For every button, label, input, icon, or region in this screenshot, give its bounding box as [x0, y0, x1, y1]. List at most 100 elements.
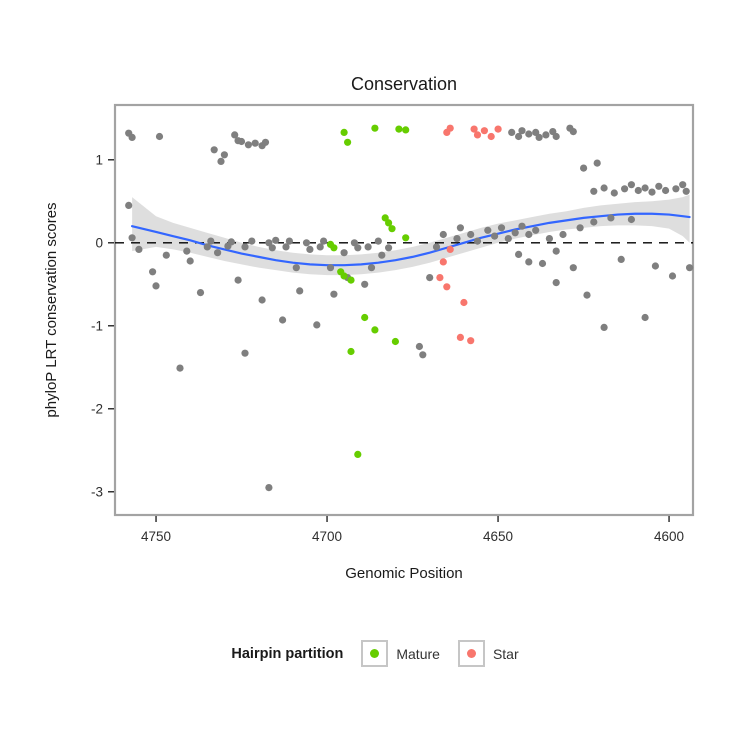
data-point-other	[361, 280, 369, 288]
data-point-other	[367, 264, 376, 272]
legend-label-star: Star	[492, 645, 519, 662]
data-point-other	[535, 133, 543, 141]
data-point-other	[186, 257, 194, 265]
data-point-other	[538, 259, 547, 268]
legend: Hairpin partition Mature Star	[0, 640, 750, 667]
data-point-mature	[344, 138, 352, 146]
data-point-mature	[371, 326, 379, 334]
x-tick-label: 4750	[141, 529, 171, 544]
x-tick-label: 4650	[483, 529, 513, 544]
data-point-other	[559, 230, 567, 239]
data-point-other	[662, 186, 670, 195]
data-point-other	[231, 131, 239, 139]
legend-key-mature	[361, 640, 389, 667]
data-point-other	[217, 157, 225, 165]
data-point-mature	[347, 347, 355, 356]
data-point-mature	[347, 276, 355, 284]
data-point-mature	[395, 125, 403, 133]
data-point-other	[655, 182, 663, 190]
data-point-other	[330, 290, 338, 298]
data-point-other	[128, 133, 136, 141]
data-point-other	[607, 214, 615, 222]
data-point-other	[364, 243, 372, 251]
legend-item-mature: Mature	[361, 640, 440, 667]
data-point-other	[183, 247, 191, 255]
data-point-star	[446, 124, 454, 132]
data-point-other	[590, 187, 598, 195]
data-point-star	[487, 132, 495, 141]
data-point-other	[641, 313, 649, 322]
data-point-other	[679, 181, 687, 189]
data-point-other	[497, 224, 506, 232]
data-point-other	[634, 186, 642, 195]
data-point-other	[285, 237, 293, 245]
data-point-other	[296, 287, 304, 295]
data-point-star	[439, 258, 447, 266]
data-point-other	[265, 484, 273, 492]
data-point-mature	[402, 126, 410, 134]
data-point-other	[432, 243, 441, 251]
data-point-other	[590, 218, 598, 226]
data-point-other	[326, 264, 335, 272]
data-point-other	[426, 274, 434, 282]
data-point-mature	[402, 234, 410, 242]
data-point-mature	[391, 337, 399, 346]
data-point-other	[525, 230, 533, 239]
data-point-other	[306, 245, 314, 253]
data-point-other	[316, 243, 324, 251]
data-point-other	[378, 251, 386, 259]
data-point-star	[473, 131, 482, 139]
data-point-other	[340, 249, 348, 257]
data-point-other	[593, 159, 601, 167]
data-point-star	[470, 125, 478, 133]
data-point-other	[453, 235, 461, 243]
data-point-other	[374, 237, 382, 245]
data-point-other	[682, 187, 690, 195]
data-point-star	[436, 274, 444, 282]
star-dot-icon	[466, 649, 476, 658]
legend-item-star: Star	[457, 640, 519, 667]
data-point-star	[494, 125, 502, 133]
data-point-star	[443, 283, 451, 291]
data-point-other	[207, 237, 215, 245]
data-point-other	[456, 224, 464, 232]
plot-panel	[113, 103, 695, 517]
data-point-other	[419, 351, 427, 359]
data-point-other	[241, 349, 249, 357]
data-point-other	[258, 296, 266, 304]
data-point-other	[155, 132, 164, 141]
data-point-other	[600, 184, 608, 192]
mature-dot-icon	[370, 649, 380, 658]
data-point-other	[651, 262, 660, 270]
data-point-other	[149, 268, 157, 276]
data-point-star	[460, 298, 468, 307]
data-point-other	[484, 226, 492, 234]
confidence-band	[132, 194, 690, 276]
data-point-other	[641, 184, 649, 192]
data-point-other	[627, 181, 636, 189]
data-point-other	[552, 132, 560, 141]
data-point-other	[617, 255, 625, 263]
data-point-other	[525, 258, 533, 266]
data-point-other	[515, 250, 523, 258]
data-point-other	[220, 151, 228, 159]
data-point-other	[292, 264, 300, 272]
data-point-star	[480, 127, 488, 135]
data-point-other	[515, 132, 523, 141]
data-point-other	[511, 229, 519, 237]
data-point-other	[621, 185, 629, 193]
plot-title: Conservation	[351, 74, 457, 94]
data-point-other	[241, 243, 249, 251]
data-point-other	[268, 244, 276, 252]
y-axis-label: phyloP LRT conservation scores	[43, 202, 60, 417]
data-point-other	[251, 139, 259, 147]
data-point-other	[491, 232, 499, 240]
data-point-other	[552, 279, 560, 287]
data-point-other	[580, 164, 588, 172]
data-point-other	[320, 237, 328, 245]
data-point-other	[279, 316, 287, 324]
legend-title: Hairpin partition	[231, 645, 344, 662]
data-point-other	[525, 130, 533, 138]
y-tick-label: -3	[91, 484, 103, 499]
data-point-other	[176, 364, 184, 372]
